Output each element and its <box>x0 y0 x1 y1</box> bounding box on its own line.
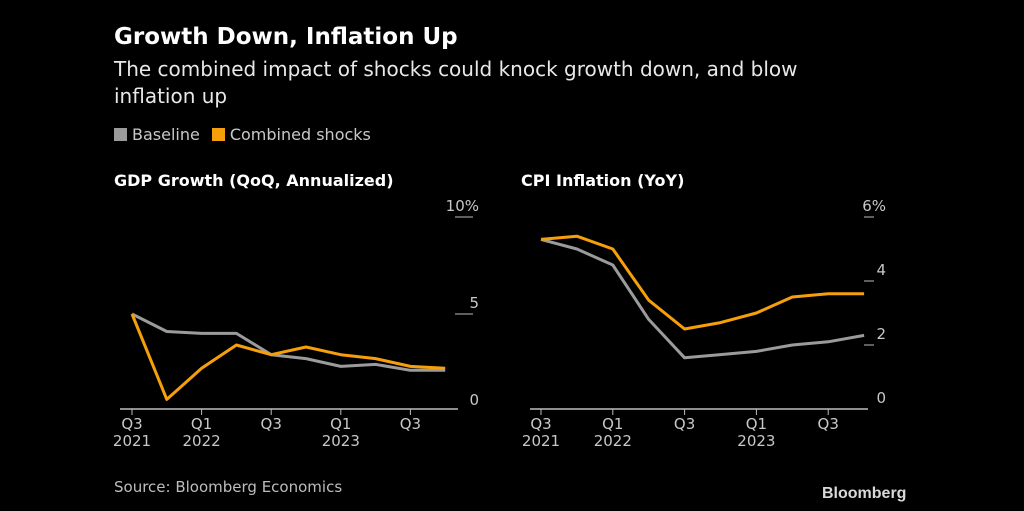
cpi-x-tick-label: Q3 <box>530 415 551 433</box>
bloomberg-logo: Bloomberg <box>822 485 907 502</box>
legend-label-baseline: Baseline <box>132 125 200 144</box>
cpi-y-tick-label: 4 <box>876 261 886 279</box>
gdp-y-tick-label: 10% <box>446 197 479 215</box>
cpi-series-combined-shocks <box>540 234 865 331</box>
cpi-x-tick-label: Q3 <box>674 415 695 433</box>
legend-swatch-combined-shocks <box>211 128 225 141</box>
gdp-panel-title: GDP Growth (QoQ, Annualized) <box>114 171 394 190</box>
chart-subtitle: The combined impact of shocks could knoc… <box>114 57 798 108</box>
cpi-x-tick-label: Q1 <box>746 415 767 433</box>
cpi-x-tick-year: 2021 <box>522 432 560 450</box>
gdp-x-tick-label: Q3 <box>121 415 142 433</box>
cpi-y-tick-label: 0 <box>876 389 886 407</box>
gdp-series-baseline <box>131 312 446 372</box>
gdp-x-tick-label: Q1 <box>191 415 212 433</box>
gdp-series-combined-shocks <box>130 313 446 401</box>
gdp-x-tick-year: 2023 <box>322 432 360 450</box>
legend-swatch-baseline <box>114 128 127 141</box>
gdp-y-tick-label: 0 <box>469 391 479 409</box>
gdp-x-tick-year: 2021 <box>113 432 151 450</box>
cpi-x-tick-label: Q3 <box>818 415 839 433</box>
legend-item-combined-shocks: Combined shocks <box>211 125 371 144</box>
gdp-x-tick-year: 2022 <box>183 432 221 450</box>
cpi-y-tick-label: 2 <box>876 325 886 343</box>
cpi-x-tick-label: Q1 <box>602 415 623 433</box>
source-note: Source: Bloomberg Economics <box>114 478 343 496</box>
cpi-x-tick-year: 2023 <box>737 432 775 450</box>
legend-label-combined-shocks: Combined shocks <box>229 125 371 144</box>
gdp-x-tick-label: Q3 <box>261 415 282 433</box>
chart-title: Growth Down, Inflation Up <box>114 24 458 50</box>
cpi-series-baseline <box>540 237 865 360</box>
cpi-y-tick-label: 6% <box>862 197 886 215</box>
cpi-x-tick-year: 2022 <box>594 432 632 450</box>
gdp-y-tick-label: 5 <box>469 294 479 312</box>
legend: Baseline Combined shocks <box>114 125 383 144</box>
gdp-x-tick-label: Q1 <box>330 415 351 433</box>
cpi-panel-title: CPI Inflation (YoY) <box>521 171 685 190</box>
legend-item-baseline: Baseline <box>114 125 200 144</box>
gdp-x-tick-label: Q3 <box>400 415 421 433</box>
